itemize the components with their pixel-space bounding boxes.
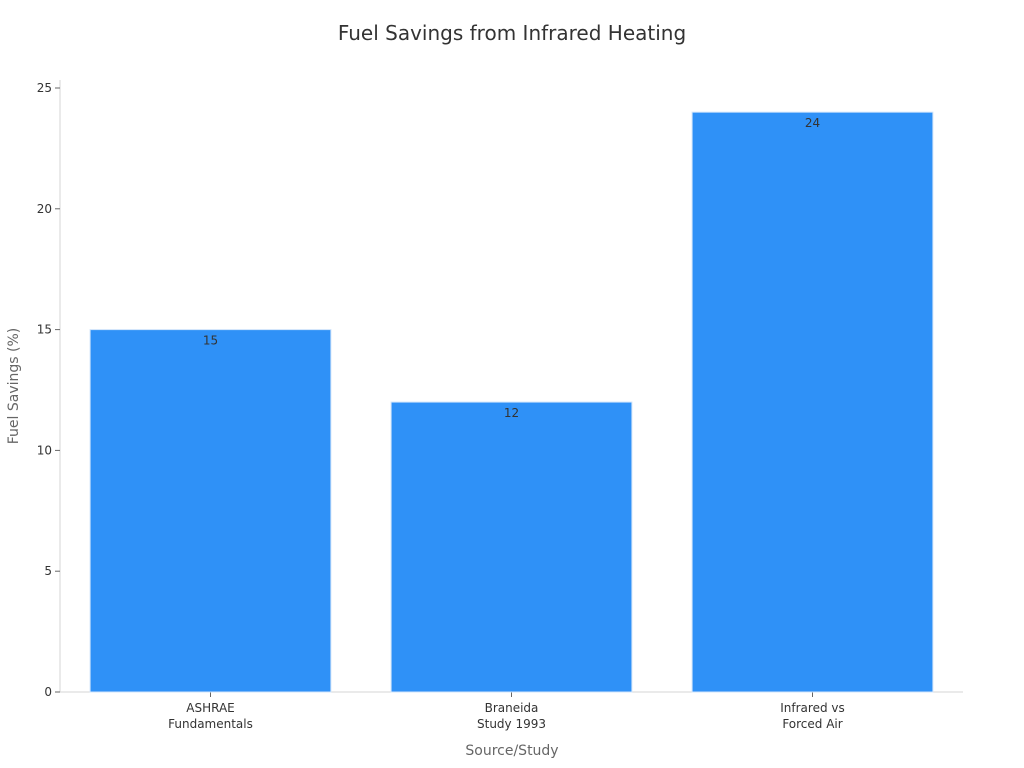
y-tick-label: 20: [37, 202, 52, 216]
bar: [390, 401, 633, 693]
x-axis-title: Source/Study: [465, 743, 558, 759]
bars: 15 12 24: [89, 111, 934, 693]
bar: [691, 111, 934, 693]
y-axis: 0 5 10 15 20 25: [37, 80, 61, 699]
bar-data-label: 24: [805, 116, 820, 130]
x-tick-label: ASHRAE Fundamentals: [168, 701, 253, 731]
bar: [89, 329, 332, 693]
bar-data-label: 15: [203, 334, 218, 348]
y-tick-label: 25: [37, 81, 52, 95]
y-tick-label: 5: [44, 564, 52, 578]
y-axis-title: Fuel Savings (%): [6, 328, 22, 444]
x-tick-label: Infrared vs Forced Air: [780, 701, 845, 731]
y-tick-label: 0: [44, 685, 52, 699]
y-tick-label: 10: [37, 443, 52, 457]
x-tick-label: Braneida Study 1993: [477, 701, 546, 731]
chart-title: Fuel Savings from Infrared Heating: [338, 21, 686, 45]
bar-data-label: 12: [504, 406, 519, 420]
y-tick-label: 15: [37, 323, 52, 337]
x-axis: ASHRAE Fundamentals Braneida Study 1993 Infr…: [60, 691, 963, 731]
